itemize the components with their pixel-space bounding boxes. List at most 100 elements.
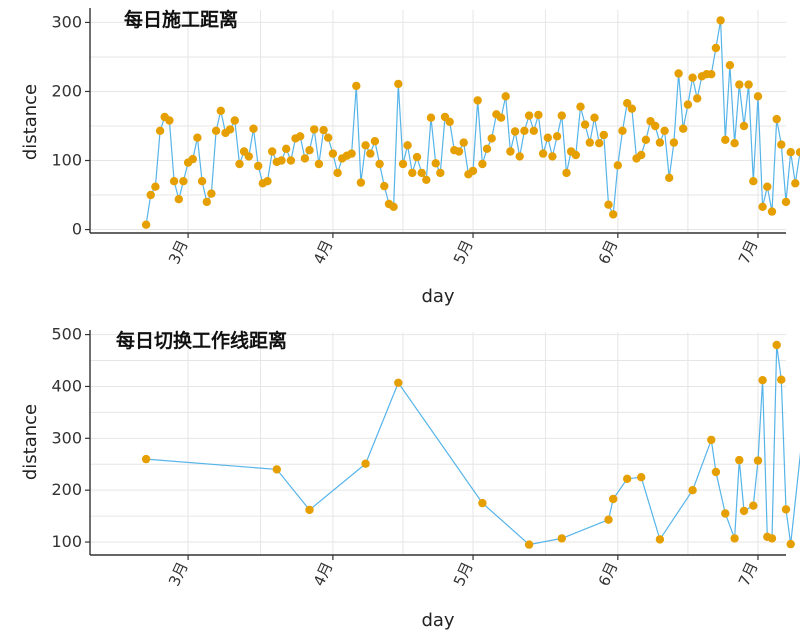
y-tick-label: 400 xyxy=(51,376,82,395)
data-point xyxy=(268,147,277,156)
data-point xyxy=(510,127,520,136)
data-point xyxy=(286,156,296,165)
y-tick-label: 200 xyxy=(51,480,82,499)
data-point xyxy=(146,190,155,200)
data-point xyxy=(562,168,571,178)
data-point xyxy=(193,133,202,142)
data-point xyxy=(623,474,632,483)
data-point xyxy=(711,43,721,53)
data-point xyxy=(669,138,679,147)
data-point xyxy=(721,509,730,518)
data-point xyxy=(347,149,356,158)
data-point xyxy=(777,375,786,384)
data-point xyxy=(515,152,524,161)
series-line xyxy=(146,344,800,546)
data-point xyxy=(739,121,749,131)
data-point xyxy=(660,126,669,135)
data-point xyxy=(627,104,637,113)
x-axis-label: day xyxy=(421,610,454,631)
data-point xyxy=(590,113,599,122)
data-point xyxy=(534,110,543,120)
x-tick-label: 6月 xyxy=(595,559,622,589)
x-tick-label: 5月 xyxy=(450,559,477,589)
data-point xyxy=(538,149,548,158)
data-point xyxy=(305,505,314,515)
data-point xyxy=(730,534,739,543)
data-point xyxy=(370,137,380,146)
data-point xyxy=(767,207,777,216)
data-point xyxy=(655,535,665,544)
data-point xyxy=(408,168,417,178)
data-point xyxy=(356,178,366,187)
data-point xyxy=(609,210,618,219)
data-point xyxy=(641,135,651,144)
data-point xyxy=(333,168,342,178)
data-point xyxy=(216,106,225,116)
data-point xyxy=(758,376,767,385)
data-point xyxy=(263,177,272,186)
data-point xyxy=(506,147,515,156)
data-point xyxy=(688,486,697,495)
data-point xyxy=(394,378,403,387)
chart-panel-daily-switch: 100 200 300 400 500 3月 4月 5月 6月 7月 distance day 每日切换… xyxy=(20,325,800,631)
data-point xyxy=(361,141,370,150)
data-point xyxy=(520,126,529,135)
data-point xyxy=(426,113,436,122)
series-line xyxy=(145,20,800,225)
x-tick-label: 4月 xyxy=(310,559,337,589)
data-point xyxy=(141,220,151,229)
data-point xyxy=(655,138,665,147)
data-point xyxy=(380,181,389,191)
x-tick-label: 3月 xyxy=(165,559,192,589)
data-point xyxy=(155,126,165,135)
data-point xyxy=(473,96,482,105)
data-point xyxy=(296,132,305,141)
data-point xyxy=(767,534,777,543)
chart-panel-daily-construction: 0 100 200 300 3月 4月 5月 6月 7月 distance day 每日施工距离 xyxy=(20,8,800,307)
data-point xyxy=(482,144,492,153)
x-tick-label: 5月 xyxy=(450,237,477,267)
data-point xyxy=(459,138,468,147)
data-point xyxy=(361,459,370,468)
data-point xyxy=(305,146,314,155)
data-point xyxy=(319,125,328,135)
data-point xyxy=(777,140,786,149)
data-point xyxy=(707,70,716,79)
data-point xyxy=(781,197,791,207)
x-tick-label: 7月 xyxy=(735,559,762,589)
data-point xyxy=(571,150,580,160)
data-point xyxy=(179,177,188,186)
data-point xyxy=(665,173,674,182)
data-point xyxy=(744,80,753,89)
data-point xyxy=(613,161,622,170)
data-point xyxy=(249,124,258,133)
data-point xyxy=(524,111,534,120)
data-point xyxy=(310,125,319,134)
data-point xyxy=(496,113,506,122)
data-point xyxy=(282,144,291,153)
data-point xyxy=(366,149,375,158)
data-point xyxy=(165,116,174,125)
data-point xyxy=(786,539,795,549)
data-point xyxy=(576,102,585,111)
data-point xyxy=(735,455,744,465)
data-point xyxy=(422,175,431,184)
y-tick-label: 300 xyxy=(51,12,82,31)
data-point xyxy=(445,117,454,127)
data-point xyxy=(174,195,183,204)
data-point xyxy=(501,92,510,101)
data-point xyxy=(795,148,800,157)
data-point xyxy=(478,498,487,508)
y-tick-label: 500 xyxy=(51,325,82,344)
x-tick-label: 4月 xyxy=(310,237,337,267)
y-tick-label: 0 xyxy=(72,220,82,239)
data-point xyxy=(557,534,566,543)
data-point xyxy=(786,148,795,157)
data-point xyxy=(254,161,263,171)
data-point xyxy=(753,456,763,465)
data-point xyxy=(651,121,660,131)
data-point xyxy=(235,159,244,169)
data-point xyxy=(618,126,627,135)
x-tick-label: 6月 xyxy=(595,237,622,267)
